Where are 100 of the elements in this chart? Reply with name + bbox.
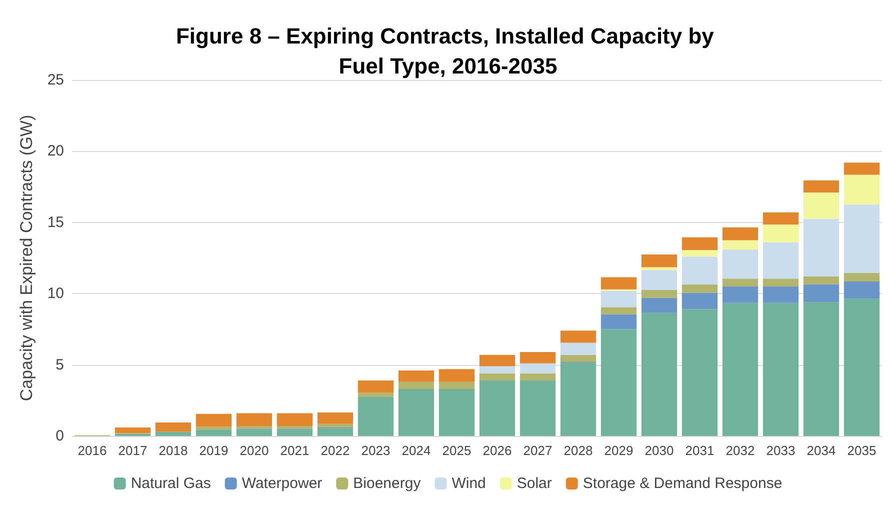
bar	[722, 286, 758, 303]
legend-label: Natural Gas	[130, 475, 211, 492]
bar	[560, 330, 596, 343]
x-tick-label: 2016	[78, 443, 107, 458]
y-tick-label: 25	[47, 72, 64, 88]
bar	[520, 363, 556, 374]
bar	[682, 250, 718, 257]
bar	[844, 298, 880, 436]
bar	[276, 413, 313, 426]
bar	[641, 254, 678, 268]
bar	[641, 298, 678, 313]
bar	[641, 270, 678, 290]
bar	[317, 428, 354, 436]
bar	[196, 430, 232, 436]
bar	[479, 373, 516, 380]
bar	[803, 284, 840, 302]
x-tick-label: 2020	[240, 443, 269, 458]
x-tick-label: 2017	[118, 443, 148, 458]
bar	[682, 256, 718, 284]
x-tick-label: 2034	[806, 443, 836, 458]
bar	[600, 307, 637, 314]
x-tick-label: 2022	[320, 443, 350, 458]
bar	[722, 302, 758, 436]
y-tick-label: 20	[47, 142, 64, 160]
bar	[560, 342, 596, 355]
bar	[762, 286, 799, 303]
y-tick-label: 5	[56, 356, 64, 374]
bar	[479, 354, 516, 366]
bar	[398, 382, 434, 390]
bar	[803, 276, 840, 284]
x-tick-label: 2032	[726, 443, 755, 458]
chart-title: Figure 8 – Expiring Contracts, Installed Capacity by Fuel Type, 2016-2035	[176, 24, 720, 78]
bar	[236, 426, 272, 429]
x-tick-label: 2019	[199, 443, 228, 458]
x-tick-label: 2027	[523, 443, 552, 458]
bar	[682, 309, 718, 436]
bar	[762, 278, 799, 286]
bar	[844, 174, 880, 205]
bar	[844, 162, 880, 175]
bar	[762, 224, 799, 242]
bar	[276, 426, 313, 429]
bar	[358, 396, 394, 436]
legend-label: Waterpower	[242, 475, 322, 492]
bar	[803, 218, 840, 277]
bar	[276, 430, 313, 436]
bar	[236, 413, 272, 426]
bar	[317, 424, 354, 428]
bar	[560, 362, 596, 436]
x-tick-label: 2021	[280, 443, 310, 458]
bar	[600, 290, 637, 308]
x-tick-label: 2030	[644, 443, 674, 458]
bar	[358, 380, 394, 393]
bar	[196, 414, 232, 427]
bar	[844, 272, 880, 282]
bar	[844, 204, 880, 273]
x-tick-label: 2033	[766, 443, 796, 458]
legend-label: Bioenergy	[353, 475, 422, 492]
bar	[844, 281, 880, 299]
bar	[762, 212, 799, 225]
bar	[438, 389, 475, 436]
bar	[641, 290, 678, 298]
bar	[762, 302, 799, 436]
x-tick-label: 2031	[685, 443, 714, 458]
bar	[317, 412, 354, 424]
legend-label: Solar	[516, 475, 552, 492]
bar	[803, 302, 840, 436]
bar	[438, 382, 475, 390]
bar	[722, 240, 758, 250]
bar	[641, 312, 678, 436]
bar	[479, 366, 516, 374]
x-tick-label: 2025	[442, 443, 472, 458]
bar	[560, 354, 596, 362]
x-tick-label: 2026	[482, 443, 512, 458]
y-tick-label: 10	[47, 285, 64, 302]
bar	[722, 249, 758, 279]
bar	[114, 427, 151, 434]
bar	[600, 329, 637, 436]
bar	[762, 242, 799, 279]
bar	[803, 180, 840, 192]
bar	[236, 430, 272, 436]
bar	[398, 389, 434, 436]
legend-label: Storage & Demand Response	[582, 475, 782, 492]
bar	[682, 292, 718, 310]
x-tick-label: 2028	[564, 443, 593, 458]
bar	[682, 284, 718, 293]
bar	[155, 432, 192, 436]
x-tick-label: 2023	[361, 443, 390, 458]
bar	[682, 237, 718, 250]
x-tick-label: 2029	[604, 443, 634, 458]
bar	[520, 373, 556, 380]
x-tick-label: 2035	[847, 443, 876, 458]
legend-label: Wind	[452, 475, 486, 492]
y-tick-label: 0	[56, 428, 64, 444]
bar	[722, 278, 758, 286]
bar	[520, 352, 556, 364]
bar	[600, 314, 637, 330]
bar	[358, 392, 394, 397]
bar	[600, 277, 637, 290]
bar	[803, 192, 840, 219]
bar	[722, 227, 758, 240]
